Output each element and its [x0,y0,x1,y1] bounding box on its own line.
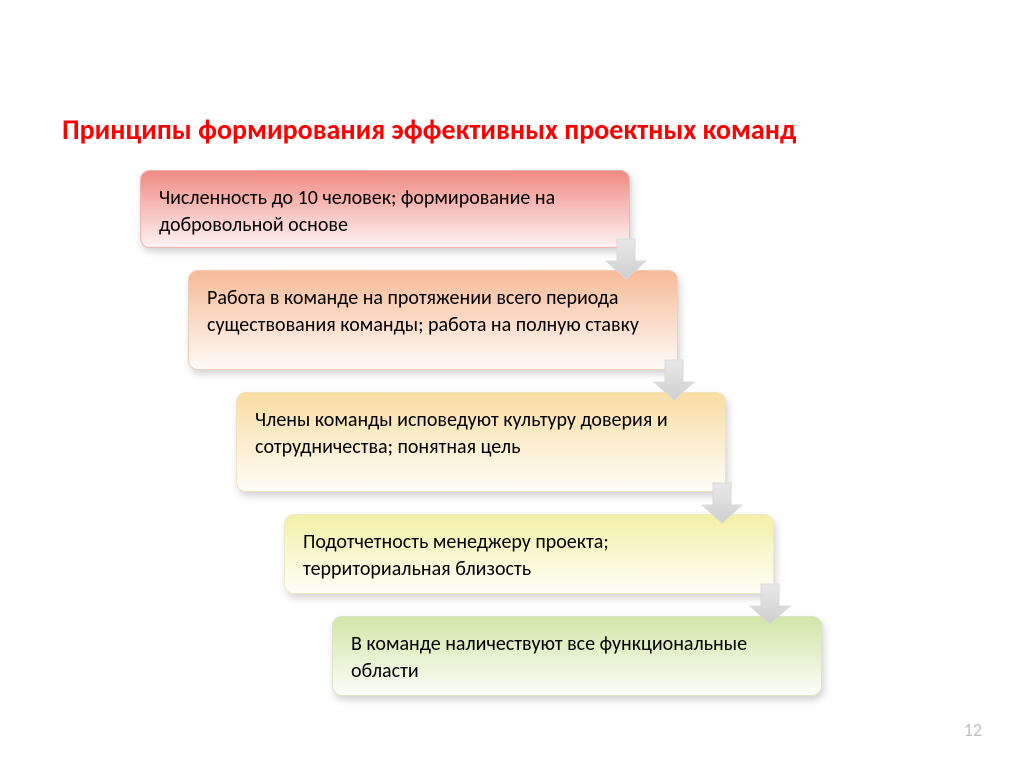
down-arrow-icon [748,582,792,626]
flow-box-3: Члены команды исповедуют культуру довери… [236,392,726,492]
page-title: Принципы формирования эффективных проект… [62,112,796,147]
flow-box-4: Подотчетность менеджеру проекта; террито… [284,514,774,594]
down-arrow-icon [604,237,648,281]
down-arrow-icon [652,358,696,402]
flow-box-1: Численность до 10 человек; формирование … [140,170,630,248]
down-arrow-icon [700,481,744,525]
flow-box-2: Работа в команде на протяжении всего пер… [188,270,678,370]
page-number: 12 [964,719,982,741]
flow-box-5: В команде наличествуют все функциональны… [332,616,822,696]
